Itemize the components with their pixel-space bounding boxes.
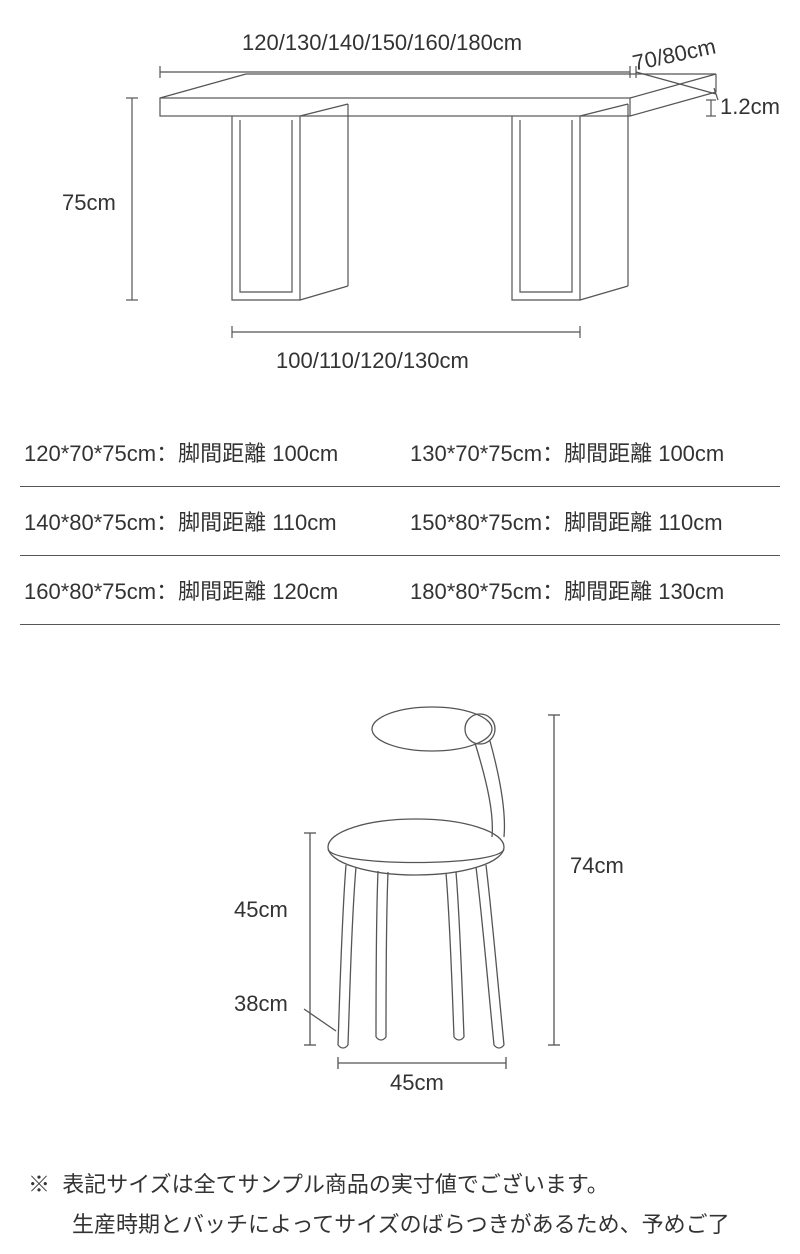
note-mark: ※ (28, 1172, 50, 1197)
spec-cell: 140*80*75cm：脚間距離 110cm (20, 487, 400, 556)
chair-dimension-diagram: 74cm 45cm 38cm 45cm (0, 665, 800, 1125)
disclaimer-notes: ※ 表記サイズは全てサンプル商品の実寸値でございます。 生産時期とバッチによって… (28, 1165, 772, 1244)
spec-cell: 180*80*75cm：脚間距離 130cm (400, 556, 780, 625)
chair-total-height-label: 74cm (570, 853, 624, 879)
chair-width-label-bottom: 45cm (390, 1070, 444, 1096)
chair-svg (0, 665, 800, 1125)
spec-cell: 120*70*75cm：脚間距離 100cm (20, 418, 400, 487)
table-row: 160*80*75cm：脚間距離 120cm 180*80*75cm：脚間距離 … (20, 556, 780, 625)
chair-seat-height-label: 45cm (234, 897, 288, 923)
table-dimension-diagram: 120/130/140/150/160/180cm 70/80cm 1.2cm … (0, 0, 800, 400)
table-row: 140*80*75cm：脚間距離 110cm 150*80*75cm：脚間距離 … (20, 487, 780, 556)
table-thickness-label: 1.2cm (720, 94, 780, 120)
dimension-spec-table: 120*70*75cm：脚間距離 100cm 130*70*75cm：脚間距離 … (20, 418, 780, 625)
spec-cell: 130*70*75cm：脚間距離 100cm (400, 418, 780, 487)
table-row: 120*70*75cm：脚間距離 100cm 130*70*75cm：脚間距離 … (20, 418, 780, 487)
note-line2: 生産時期とバッチによってサイズのばらつきがあるため、予めご了 (72, 1212, 730, 1237)
spec-cell: 150*80*75cm：脚間距離 110cm (400, 487, 780, 556)
table-width-label: 120/130/140/150/160/180cm (242, 30, 522, 56)
note-line1: 表記サイズは全てサンプル商品の実寸値でございます。 (62, 1172, 608, 1197)
chair-depth-label-38: 38cm (234, 991, 288, 1017)
table-height-label: 75cm (62, 190, 116, 216)
spec-cell: 160*80*75cm：脚間距離 120cm (20, 556, 400, 625)
table-legspan-label: 100/110/120/130cm (276, 348, 469, 374)
